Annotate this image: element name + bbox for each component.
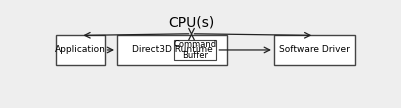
Text: CPU(s): CPU(s) (168, 16, 215, 30)
Text: Application: Application (55, 45, 106, 54)
Text: Command
Buffer: Command Buffer (174, 40, 217, 60)
FancyBboxPatch shape (174, 40, 217, 60)
FancyBboxPatch shape (56, 35, 105, 64)
Text: Direct3D Runtime: Direct3D Runtime (132, 45, 213, 54)
FancyBboxPatch shape (117, 35, 227, 64)
Text: Software Driver: Software Driver (279, 45, 350, 54)
FancyBboxPatch shape (274, 35, 355, 64)
